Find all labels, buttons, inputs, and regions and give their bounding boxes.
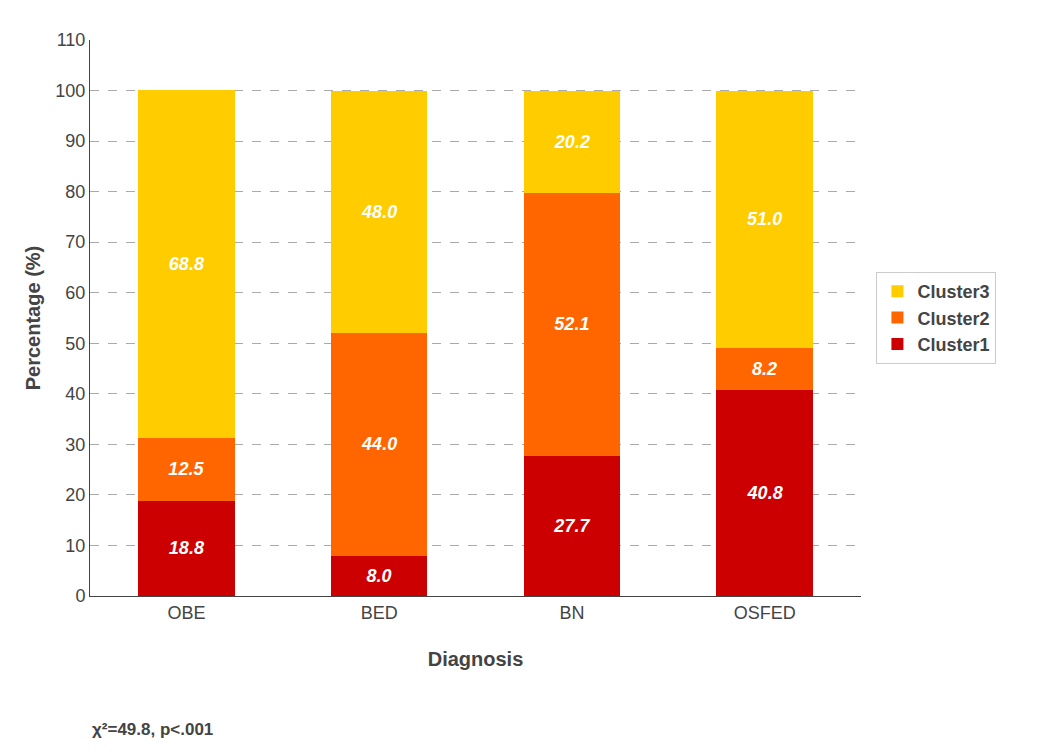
svg-text:48.0: 48.0 [361, 202, 397, 222]
svg-text:BED: BED [361, 603, 398, 623]
svg-text:20: 20 [65, 485, 85, 505]
svg-text:OBE: OBE [167, 603, 205, 623]
svg-text:8.0: 8.0 [367, 566, 392, 586]
svg-text:BN: BN [559, 603, 584, 623]
svg-text:OSFED: OSFED [734, 603, 796, 623]
svg-text:Cluster2: Cluster2 [917, 309, 989, 329]
svg-text:Diagnosis: Diagnosis [428, 648, 524, 670]
svg-text:Cluster3: Cluster3 [917, 282, 989, 302]
svg-text:12.5: 12.5 [168, 459, 204, 479]
svg-text:0: 0 [75, 586, 85, 606]
svg-text:40: 40 [65, 384, 85, 404]
svg-text:40.8: 40.8 [747, 483, 783, 503]
svg-text:90: 90 [65, 131, 85, 151]
svg-text:30: 30 [65, 435, 85, 455]
svg-text:68.8: 68.8 [169, 254, 204, 274]
svg-text:60: 60 [65, 283, 85, 303]
svg-text:110: 110 [57, 30, 86, 50]
svg-text:18.8: 18.8 [169, 538, 204, 558]
svg-text:χ²=49.8, p<.001: χ²=49.8, p<.001 [92, 720, 213, 739]
svg-text:Cluster1: Cluster1 [917, 335, 989, 355]
svg-text:100: 100 [55, 81, 85, 101]
svg-text:80: 80 [65, 182, 85, 202]
svg-text:52.1: 52.1 [554, 314, 589, 334]
svg-text:8.2: 8.2 [752, 359, 777, 379]
svg-text:27.7: 27.7 [553, 516, 590, 536]
svg-text:50: 50 [65, 334, 85, 354]
svg-text:Percentage (%): Percentage (%) [22, 246, 44, 391]
svg-text:20.2: 20.2 [554, 132, 590, 152]
svg-text:51.0: 51.0 [747, 209, 782, 229]
svg-text:44.0: 44.0 [361, 434, 397, 454]
svg-text:10: 10 [65, 536, 85, 556]
svg-text:70: 70 [65, 232, 85, 252]
